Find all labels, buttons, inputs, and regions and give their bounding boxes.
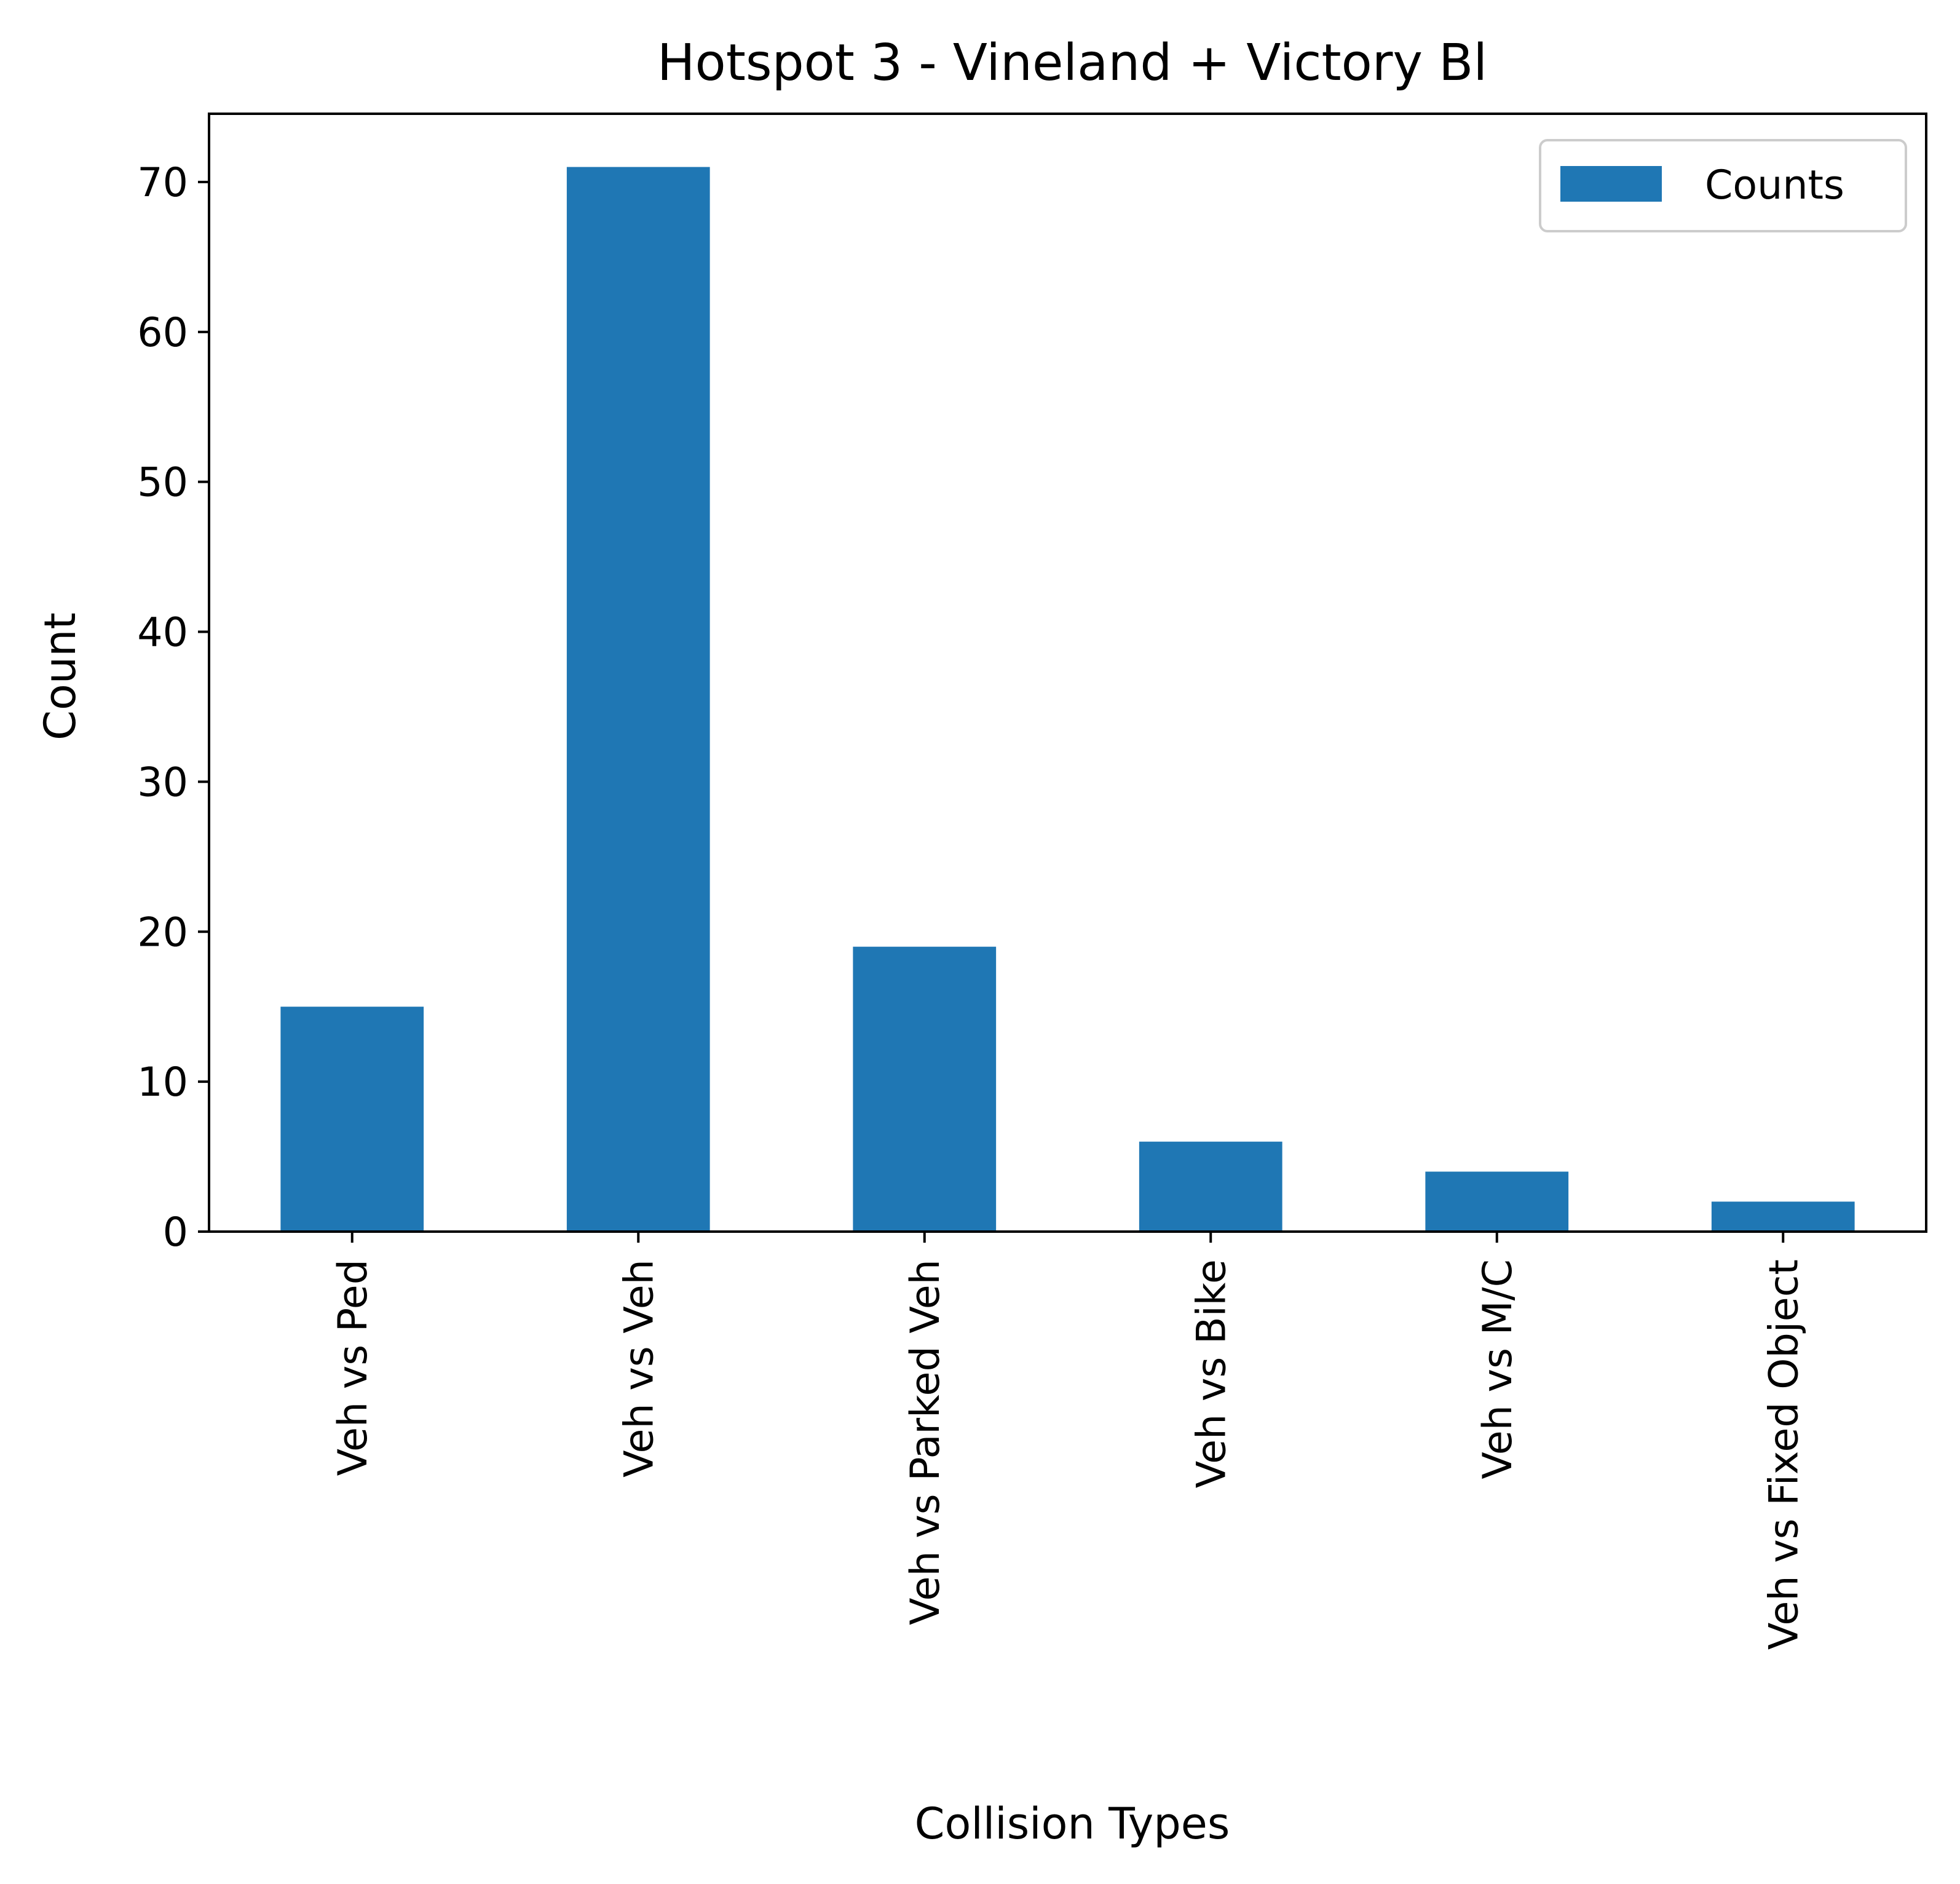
y-tick-label: 20	[137, 909, 188, 956]
y-tick-label: 0	[163, 1209, 188, 1256]
x-tick-label: Veh vs Ped	[330, 1259, 376, 1476]
legend-label: Counts	[1705, 162, 1844, 208]
plot-frame	[208, 113, 1927, 1233]
x-axis-label: Collision Types	[915, 1799, 1230, 1849]
y-tick-label: 60	[137, 310, 188, 356]
y-tick-label: 10	[137, 1059, 188, 1106]
chart-title: Hotspot 3 - Vineland + Victory Bl	[657, 34, 1487, 92]
y-axis-label: Count	[35, 612, 85, 740]
legend-box	[1539, 139, 1907, 232]
x-tick-label: Veh vs Veh	[616, 1259, 662, 1478]
y-tick-label: 50	[137, 460, 188, 506]
legend: Counts	[1539, 139, 1907, 232]
y-tick-label: 40	[137, 610, 188, 656]
x-tick-label: Veh vs Parked Veh	[903, 1259, 949, 1625]
x-tick-label: Veh vs M/C	[1475, 1259, 1521, 1479]
x-tick-label: Veh vs Fixed Object	[1761, 1259, 1807, 1650]
bar-4	[1139, 1141, 1282, 1232]
x-tick-label: Veh vs Bike	[1188, 1259, 1235, 1488]
bar-6	[1711, 1201, 1855, 1232]
bar-2	[566, 167, 710, 1232]
bar-5	[1425, 1171, 1569, 1232]
y-tick-label: 30	[137, 759, 188, 805]
y-tick-label: 70	[137, 160, 188, 206]
bar-1	[280, 1007, 424, 1232]
bar-3	[853, 946, 997, 1232]
bars-layer	[280, 167, 1855, 1232]
legend-swatch	[1560, 166, 1662, 202]
axes-layer: 0 10 20 30 40 50 60 70 Veh vs Ped Veh vs Veh Veh v…	[137, 113, 1927, 1650]
